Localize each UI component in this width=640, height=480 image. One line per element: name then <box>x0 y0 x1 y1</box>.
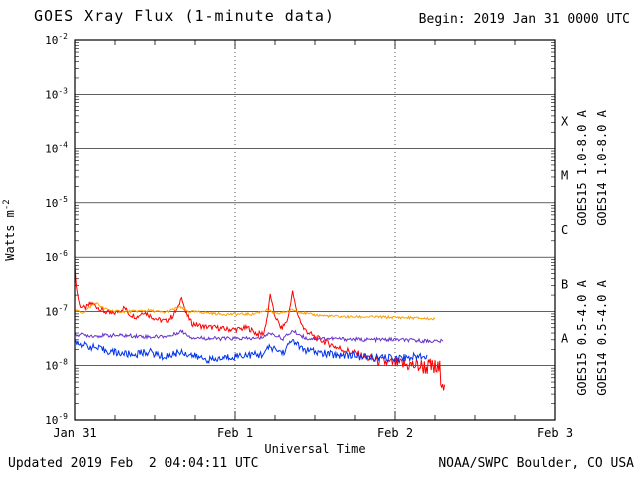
flux-class-C: C <box>561 223 568 237</box>
flux-class-B: B <box>561 277 568 291</box>
legend-goes14-long: GOES14 1.0-8.0 A <box>595 109 609 225</box>
legend-goes14-short: GOES14 0.5-4.0 A <box>595 279 609 395</box>
x-tick-label: Feb 1 <box>217 426 253 440</box>
page-title: GOES Xray Flux (1-minute data) <box>34 7 335 25</box>
updated-label: Updated 2019 Feb 2 04:04:11 UTC <box>8 456 258 471</box>
plot-frame <box>74 39 556 421</box>
y-tick-label: 10-2 <box>45 32 68 47</box>
series-goes15-long <box>74 263 446 391</box>
y-tick-label: 10-3 <box>45 86 68 101</box>
flux-class-X: X <box>561 114 569 128</box>
y-axis-title: Watts m-2 <box>2 199 17 260</box>
source-label: NOAA/SWPC Boulder, CO USA <box>438 456 634 471</box>
x-tick-label: Feb 2 <box>377 426 413 440</box>
y-tick-label: 10-9 <box>45 412 68 427</box>
flux-class-M: M <box>561 169 568 183</box>
y-tick-label: 10-8 <box>45 358 68 373</box>
x-tick-label: Feb 3 <box>537 426 573 440</box>
series-goes14-short <box>74 339 428 365</box>
y-tick-label: 10-5 <box>45 195 68 210</box>
legend-goes15-short: GOES15 0.5-4.0 A <box>575 279 589 395</box>
legend-goes15-long: GOES15 1.0-8.0 A <box>575 109 589 225</box>
y-tick-label: 10-4 <box>45 141 68 156</box>
x-axis-title: Universal Time <box>264 442 365 456</box>
x-tick-label: Jan 31 <box>53 426 96 440</box>
begin-label: Begin: 2019 Jan 31 0000 UTC <box>419 12 630 27</box>
series-goes15-short <box>74 329 444 344</box>
y-tick-label: 10-7 <box>45 303 68 318</box>
y-tick-label: 10-6 <box>45 249 68 264</box>
flux-class-A: A <box>561 332 569 346</box>
series-goes14-long <box>74 302 436 321</box>
